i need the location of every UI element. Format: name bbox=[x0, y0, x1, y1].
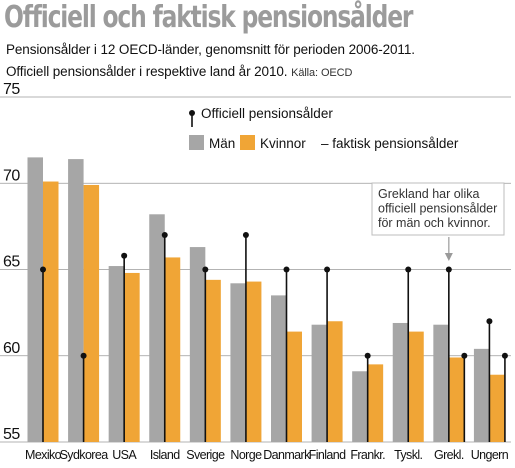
y-tick-label-70: 70 bbox=[3, 167, 20, 184]
bar-women-1 bbox=[83, 184, 100, 442]
official-dot-10-1 bbox=[461, 352, 468, 359]
official-dot-0-0 bbox=[40, 266, 46, 273]
bar-men-9 bbox=[392, 322, 409, 442]
chart-subtitle-line2-text: Officiell pensionsålder i respektive lan… bbox=[6, 64, 288, 79]
x-tick-label-0: Mexiko bbox=[25, 448, 62, 462]
bar-women-9 bbox=[408, 331, 424, 442]
x-tick-label-5: Norge bbox=[230, 448, 262, 462]
official-dot-7-0 bbox=[324, 266, 331, 273]
official-dot-1-0 bbox=[80, 352, 87, 359]
bar-women-4 bbox=[205, 279, 221, 442]
legend-women-swatch bbox=[240, 135, 255, 150]
official-dot-8-0 bbox=[364, 352, 371, 359]
y-tick-label-55: 55 bbox=[3, 426, 20, 443]
bar-men-10 bbox=[433, 324, 449, 442]
legend-women-label: Kvinnor bbox=[260, 136, 306, 151]
annotation-box bbox=[371, 182, 505, 236]
official-dot-2-0 bbox=[121, 252, 128, 259]
bar-women-2 bbox=[124, 272, 140, 442]
bar-men-11 bbox=[473, 348, 490, 442]
bar-men-1 bbox=[68, 159, 84, 442]
bar-women-8 bbox=[367, 364, 384, 442]
bar-men-2 bbox=[108, 266, 125, 442]
official-dot-10-0 bbox=[445, 266, 452, 273]
x-tick-label-9: Tyskl. bbox=[394, 448, 422, 462]
official-dot-9-0 bbox=[405, 266, 412, 273]
bar-women-10 bbox=[448, 357, 465, 442]
bar-women-7 bbox=[327, 321, 343, 442]
official-dot-11-1 bbox=[501, 352, 508, 359]
official-dot-11-0 bbox=[486, 318, 493, 325]
y-tick-label-60: 60 bbox=[3, 340, 20, 357]
bar-women-5 bbox=[245, 281, 262, 442]
annotation-line-1: officiell pensionsålder bbox=[378, 202, 497, 216]
chart-title: Officiell och faktisk pensionsålder bbox=[4, 0, 413, 35]
legend-men-swatch bbox=[189, 135, 204, 150]
bar-women-6 bbox=[286, 331, 302, 442]
legend-women-suffix: – faktisk pensionsålder bbox=[321, 136, 459, 151]
bar-women-0 bbox=[43, 181, 59, 442]
bar-men-3 bbox=[149, 214, 165, 442]
bar-women-3 bbox=[164, 257, 181, 442]
official-dot-5-0 bbox=[242, 232, 249, 238]
legend-men-label: Män bbox=[209, 136, 235, 151]
x-tick-label-4: Sverige bbox=[186, 448, 225, 462]
x-tick-label-6: Danmark bbox=[263, 448, 311, 462]
x-tick-label-10: Grekl. bbox=[434, 448, 464, 462]
bar-women-11 bbox=[489, 374, 505, 442]
official-dot-3-0 bbox=[161, 232, 168, 238]
annotation-arrow-head bbox=[444, 253, 453, 261]
chart-source: Källa: OECD bbox=[291, 67, 353, 79]
annotation-line-2: för män och kvinnor. bbox=[378, 216, 491, 230]
x-tick-label-3: Island bbox=[150, 448, 180, 462]
bar-men-4 bbox=[189, 247, 206, 442]
x-tick-label-2: USA bbox=[112, 448, 137, 462]
legend-official-dot bbox=[189, 110, 195, 116]
x-tick-label-11: Ungern bbox=[471, 448, 509, 462]
chart-subtitle-line1: Pensionsålder i 12 OECD-länder, genomsni… bbox=[6, 42, 415, 57]
y-tick-label-75: 75 bbox=[3, 81, 20, 98]
x-tick-label-8: Frankr. bbox=[350, 448, 385, 462]
y-tick-label-65: 65 bbox=[3, 254, 20, 271]
x-tick-label-1: Sydkorea bbox=[60, 448, 109, 462]
bar-men-5 bbox=[230, 283, 246, 442]
official-dot-6-0 bbox=[283, 266, 290, 273]
x-tick-label-7: Finland bbox=[309, 448, 346, 462]
bar-men-6 bbox=[271, 295, 287, 442]
official-dot-4-0 bbox=[202, 266, 209, 273]
bar-men-7 bbox=[311, 324, 328, 442]
bar-men-8 bbox=[352, 371, 368, 442]
annotation-line-0: Grekland har olika bbox=[378, 187, 479, 201]
bar-men-0 bbox=[27, 157, 43, 442]
legend-official-label: Officiell pensionsålder bbox=[201, 106, 333, 121]
chart-subtitle-line2: Officiell pensionsålder i respektive lan… bbox=[6, 64, 352, 79]
